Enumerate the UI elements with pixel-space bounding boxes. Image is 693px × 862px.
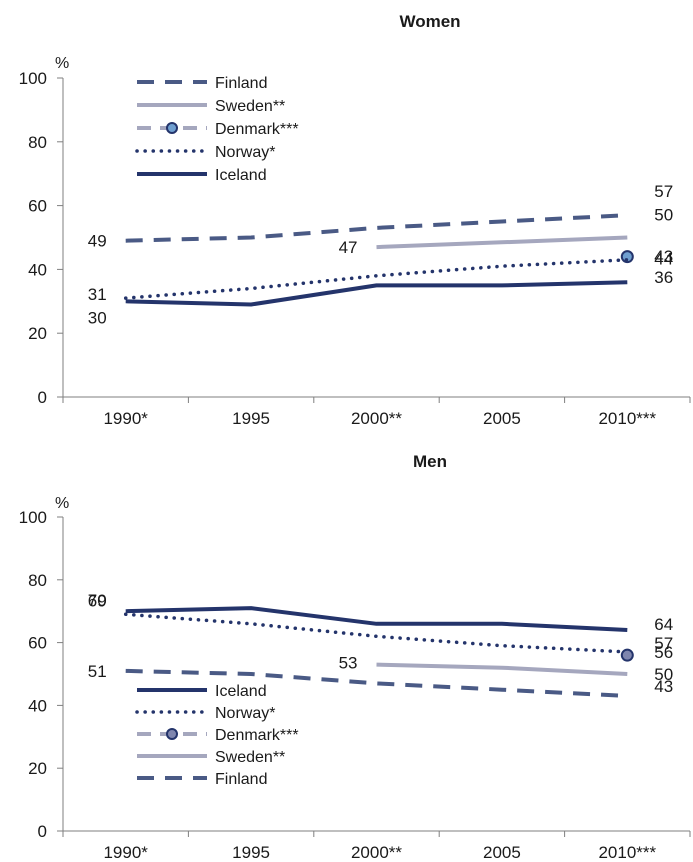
data-label: 31: [88, 285, 107, 304]
data-label: 43: [654, 677, 673, 696]
y-tick-label: 100: [19, 508, 47, 527]
series-line-iceland: [125, 606, 628, 632]
x-tick-label: 1995: [232, 843, 270, 862]
legend-label: Finland: [215, 75, 267, 92]
data-label: 36: [654, 268, 673, 287]
x-tick-label: 1990*: [103, 843, 148, 862]
legend-label: Sweden**: [215, 98, 285, 115]
x-tick-label: 1995: [232, 409, 270, 428]
legend-marker: [166, 122, 178, 134]
chart-title: Women: [399, 12, 460, 31]
data-label: 44: [654, 250, 673, 269]
legend-item-finland: Finland: [137, 75, 267, 92]
chart-men: Men% 0 20 40 60 80 100 1990* 1995 2000** 2005 2010*…: [19, 452, 691, 862]
data-label: 64: [654, 615, 673, 634]
data-label: 57: [654, 634, 673, 653]
x-tick-label: 2005: [483, 409, 521, 428]
series-point-denmark: [620, 250, 634, 264]
x-tick-label: 2010***: [598, 409, 656, 428]
legend-item-denmark: Denmark***: [137, 121, 299, 138]
legend-item-norway: Norway*: [135, 705, 275, 722]
legend-marker: [166, 728, 178, 740]
y-tick-label: 40: [28, 260, 47, 279]
data-label: 50: [654, 665, 673, 684]
legend-item-denmark: Denmark***: [137, 727, 299, 744]
legend-label: Finland: [215, 771, 267, 788]
y-tick-label: 60: [28, 197, 47, 216]
y-tick-label: 0: [38, 822, 47, 841]
legend-label: Sweden**: [215, 749, 285, 766]
series-line-norway: [123, 258, 630, 300]
x-tick-label: 2000**: [351, 843, 402, 862]
data-label: 47: [339, 238, 358, 257]
series-line-sweden: [376, 662, 628, 676]
series-point-denmark: [620, 648, 634, 662]
y-tick-label: 20: [28, 759, 47, 778]
y-tick-label: 0: [38, 388, 47, 407]
data-label: 50: [654, 206, 673, 225]
data-label: 70: [88, 591, 107, 610]
data-label: 53: [339, 654, 358, 673]
legend-item-iceland: Iceland: [137, 683, 267, 700]
y-axis-unit: %: [55, 55, 69, 72]
x-tick-label: 1990*: [103, 409, 148, 428]
y-tick-label: 80: [28, 133, 47, 152]
y-tick-label: 100: [19, 69, 47, 88]
data-label: 30: [88, 308, 107, 327]
series-line-norway: [123, 612, 630, 654]
y-tick-label: 60: [28, 634, 47, 653]
chart-title: Men: [413, 452, 447, 471]
x-tick-label: 2005: [483, 843, 521, 862]
legend-item-norway: Norway*: [135, 144, 275, 161]
legend-label: Norway*: [215, 705, 275, 722]
series-line-sweden: [376, 235, 628, 250]
series-line-iceland: [125, 280, 628, 307]
legend-item-sweden: Sweden**: [137, 749, 285, 766]
data-label: 43: [654, 247, 673, 266]
chart-women: Women% 0 20 40 60 80 100 1990* 1995 2000** 2005 201…: [19, 12, 691, 428]
y-tick-label: 80: [28, 571, 47, 590]
data-label: 49: [88, 232, 107, 251]
y-tick-label: 20: [28, 324, 47, 343]
legend-label: Norway*: [215, 144, 275, 161]
y-axis-unit: %: [55, 495, 69, 512]
series-line-finland: [125, 213, 628, 243]
x-tick-label: 2010***: [598, 843, 656, 862]
legend-label: Iceland: [215, 683, 267, 700]
data-label: 51: [88, 662, 107, 681]
data-label: 69: [88, 591, 107, 610]
legend-label: Iceland: [215, 167, 267, 184]
legend-item-sweden: Sweden**: [137, 98, 285, 115]
legend-item-iceland: Iceland: [137, 167, 267, 184]
legend-label: Denmark***: [215, 727, 299, 744]
data-label: 56: [654, 643, 673, 662]
legend-item-finland: Finland: [137, 771, 267, 788]
legend-label: Denmark***: [215, 121, 299, 138]
series-line-finland: [125, 668, 628, 698]
data-label: 57: [654, 182, 673, 201]
x-tick-label: 2000**: [351, 409, 402, 428]
y-tick-label: 40: [28, 696, 47, 715]
